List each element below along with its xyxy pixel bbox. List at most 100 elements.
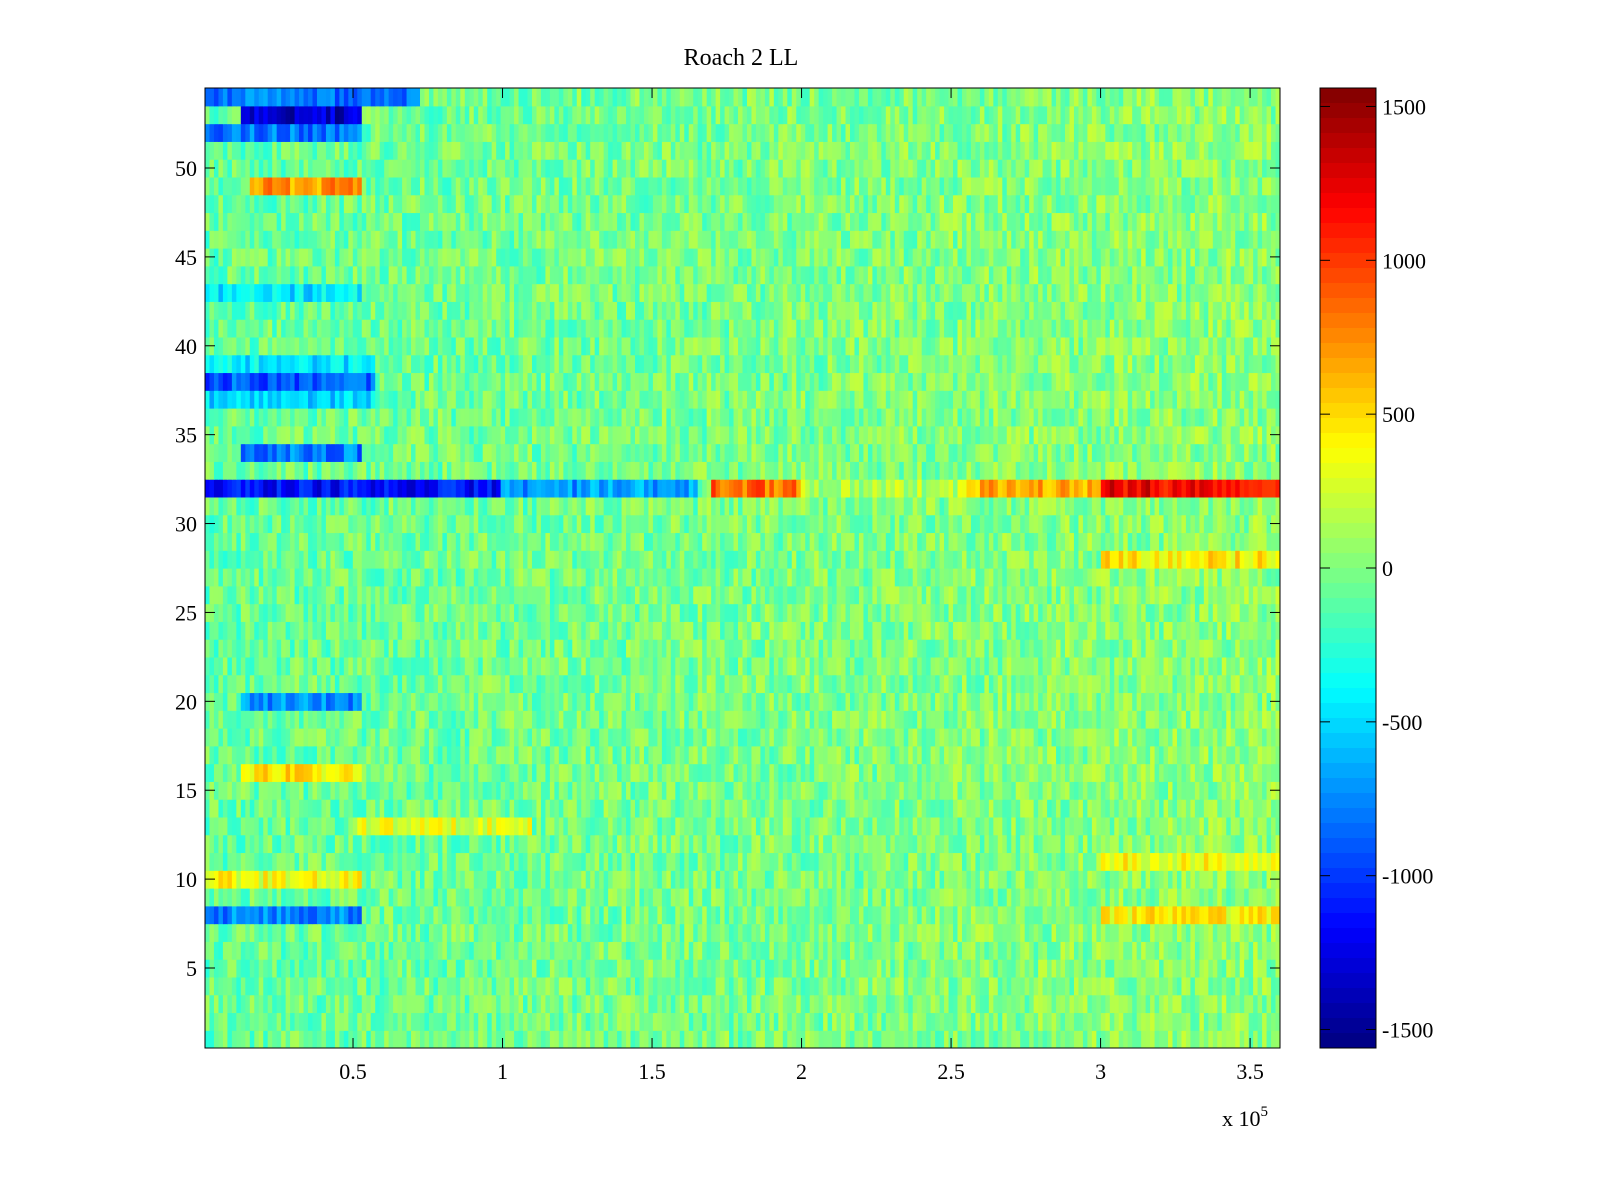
heatmap-cell	[599, 1012, 605, 1031]
heatmap-cell	[1154, 870, 1160, 889]
heatmap-cell	[1038, 799, 1044, 818]
heatmap-cell	[1190, 994, 1196, 1014]
heatmap-cell	[518, 781, 524, 800]
heatmap-cell	[370, 763, 376, 782]
heatmap-cell	[540, 941, 547, 960]
heatmap-cell	[814, 976, 820, 996]
heatmap-cell	[581, 674, 587, 694]
heatmap-cell	[997, 994, 1003, 1014]
heatmap-cell	[1033, 870, 1039, 889]
heatmap-cell	[1217, 941, 1223, 960]
heatmap-cell	[608, 905, 614, 925]
heatmap-cell	[908, 1012, 914, 1031]
heatmap-cell	[563, 674, 569, 694]
heatmap-cell	[343, 816, 349, 836]
heatmap-cell	[648, 923, 654, 942]
heatmap-cell	[1109, 834, 1115, 854]
heatmap-cell	[760, 888, 766, 907]
heatmap-cell	[527, 763, 533, 782]
heatmap-cell	[213, 763, 220, 782]
heatmap-cell	[285, 1012, 291, 1031]
heatmap-cell	[1042, 728, 1048, 747]
heatmap-cell	[236, 781, 242, 800]
heatmap-cell	[944, 799, 950, 818]
heatmap-cell	[966, 799, 972, 818]
heatmap-cell	[558, 1012, 564, 1031]
heatmap-cell	[245, 923, 251, 942]
heatmap-cell	[684, 923, 690, 942]
heatmap-cell	[290, 781, 296, 800]
heatmap-cell	[854, 763, 860, 782]
heatmap-cell	[590, 959, 596, 978]
heatmap-cell	[254, 994, 260, 1014]
heatmap-cell	[1248, 1012, 1254, 1031]
heatmap-cell	[630, 1030, 636, 1048]
heatmap-cell	[791, 994, 797, 1014]
heatmap-cell	[518, 852, 524, 871]
heatmap-cell	[939, 994, 945, 1014]
heatmap-cell	[1199, 1030, 1205, 1048]
heatmap-cell	[823, 710, 829, 729]
heatmap-cell	[1002, 994, 1008, 1014]
heatmap-cell	[702, 710, 708, 729]
heatmap-cell	[1136, 870, 1142, 889]
heatmap-cell	[1091, 763, 1097, 782]
heatmap-cell	[724, 834, 730, 854]
heatmap-cell	[679, 816, 685, 836]
heatmap-cell	[1168, 1012, 1174, 1031]
heatmap-cell	[1082, 888, 1088, 907]
heatmap-cell	[397, 710, 403, 729]
heatmap-cell	[1190, 728, 1196, 747]
heatmap-cell	[836, 1030, 842, 1048]
heatmap-cell	[966, 781, 972, 800]
heatmap-cell	[729, 941, 735, 960]
heatmap-cell	[657, 888, 663, 907]
heatmap-cell	[1154, 905, 1160, 925]
heatmap-cell	[872, 674, 878, 694]
heatmap-cell	[841, 994, 847, 1014]
heatmap-cell	[800, 923, 806, 942]
heatmap-cell	[926, 1012, 932, 1031]
heatmap-cell	[1109, 816, 1115, 836]
heatmap-cell	[397, 852, 403, 871]
heatmap-cell	[827, 781, 833, 800]
heatmap-cell	[733, 728, 739, 747]
heatmap-cell	[1082, 834, 1088, 854]
heatmap-cell	[267, 710, 273, 729]
heatmap-cell	[276, 923, 282, 942]
heatmap-cell	[993, 799, 999, 818]
heatmap-cell	[536, 728, 542, 747]
heatmap-cell	[800, 870, 806, 889]
heatmap-cell	[361, 745, 367, 765]
heatmap-cell	[437, 959, 443, 978]
heatmap-cell	[885, 905, 891, 925]
heatmap-cell	[657, 763, 663, 782]
heatmap-cell	[612, 728, 618, 747]
heatmap-cell	[1226, 781, 1232, 800]
heatmap-cell	[854, 941, 860, 960]
heatmap-cell	[702, 1012, 708, 1031]
heatmap-cell	[222, 1012, 228, 1031]
heatmap-cell	[652, 905, 658, 925]
heatmap-cell	[1203, 994, 1209, 1014]
heatmap-cell	[594, 870, 600, 889]
heatmap-cell	[375, 994, 381, 1014]
heatmap-cell	[1029, 1030, 1035, 1048]
heatmap-cell	[1266, 816, 1272, 836]
heatmap-cell	[872, 781, 878, 800]
heatmap-cell	[1212, 870, 1218, 889]
heatmap-cell	[1168, 870, 1174, 889]
heatmap-cell	[482, 745, 488, 765]
heatmap-cell	[1212, 923, 1218, 942]
heatmap-cell	[603, 763, 609, 782]
heatmap-cell	[1011, 976, 1017, 996]
heatmap-cell	[1073, 674, 1080, 694]
heatmap-cell	[424, 674, 430, 694]
heatmap-cell	[348, 692, 354, 711]
heatmap-cell	[796, 923, 802, 942]
heatmap-cell	[491, 870, 497, 889]
heatmap-cell	[411, 1030, 417, 1048]
heatmap-cell	[1271, 1030, 1277, 1048]
heatmap-cell	[1100, 888, 1106, 907]
heatmap-cell	[563, 745, 569, 765]
